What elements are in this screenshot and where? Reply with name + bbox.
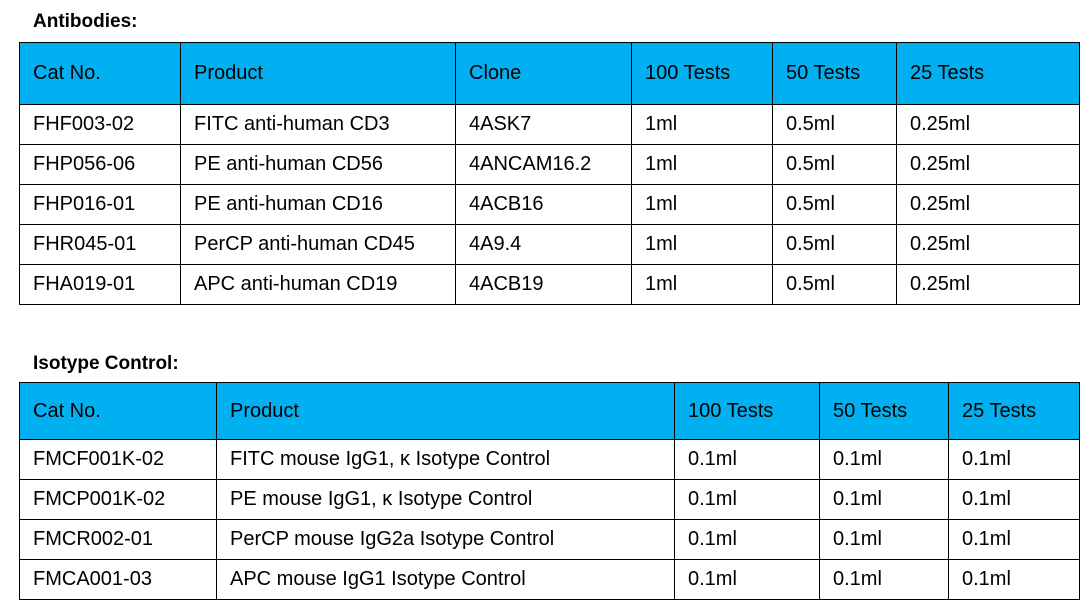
- header-cell: Cat No.: [19, 382, 217, 440]
- data-table: Cat No. Product Clone 100 Tests 50 Tests 25 T…: [19, 42, 1080, 305]
- header-cell: 100 Tests: [674, 382, 820, 440]
- table-cell: 1ml: [631, 264, 773, 305]
- table-cell: FMCA001-03: [19, 559, 217, 600]
- table-cell: FHR045-01: [19, 224, 181, 265]
- table-cell: 0.1ml: [948, 439, 1080, 480]
- table-cell: PerCP anti-human CD45: [180, 224, 456, 265]
- table-cell: 0.5ml: [772, 264, 897, 305]
- header-cell: Cat No.: [19, 42, 181, 105]
- header-row: Cat No. Product 100 Tests 50 Tests 25 Tests: [19, 382, 1080, 440]
- header-cell: 100 Tests: [631, 42, 773, 105]
- table-cell: 0.25ml: [896, 224, 1080, 265]
- table-cell: 0.1ml: [674, 519, 820, 560]
- table-cell: 0.5ml: [772, 224, 897, 265]
- header-cell: 50 Tests: [819, 382, 949, 440]
- table-cell: 1ml: [631, 104, 773, 145]
- table-cell: 0.5ml: [772, 104, 897, 145]
- table-row: FMCR002-01 PerCP mouse IgG2a Isotype Cont…: [19, 519, 1080, 560]
- table-cell: 4ASK7: [455, 104, 632, 145]
- table-row: FHR045-01 PerCP anti-human CD45 4A9.4 1ml 0.…: [19, 224, 1080, 265]
- table-cell: PE anti-human CD16: [180, 184, 456, 225]
- table-cell: 0.25ml: [896, 184, 1080, 225]
- table-cell: 4ACB19: [455, 264, 632, 305]
- table-cell: FHP056-06: [19, 144, 181, 185]
- table-cell: 0.25ml: [896, 104, 1080, 145]
- table-cell: FITC mouse IgG1, κ Isotype Control: [216, 439, 675, 480]
- header-cell: Product: [180, 42, 456, 105]
- section-title: Isotype Control:: [33, 353, 179, 374]
- table-cell: 0.1ml: [819, 559, 949, 600]
- header-row: Cat No. Product Clone 100 Tests 50 Tests 25 T…: [19, 42, 1080, 105]
- table-cell: FHA019-01: [19, 264, 181, 305]
- table-cell: 1ml: [631, 144, 773, 185]
- table-cell: FMCR002-01: [19, 519, 217, 560]
- table-cell: PerCP mouse IgG2a Isotype Control: [216, 519, 675, 560]
- header-cell: 50 Tests: [772, 42, 897, 105]
- table-cell: 1ml: [631, 184, 773, 225]
- table-cell: FHF003-02: [19, 104, 181, 145]
- table-cell: FITC anti-human CD3: [180, 104, 456, 145]
- table-row: FMCF001K-02 FITC mouse IgG1, κ Isotype Co…: [19, 439, 1080, 480]
- table-cell: 0.1ml: [948, 519, 1080, 560]
- table-cell: 0.1ml: [819, 439, 949, 480]
- table-cell: PE mouse IgG1, κ Isotype Control: [216, 479, 675, 520]
- table-cell: FHP016-01: [19, 184, 181, 225]
- data-table: Cat No. Product 100 Tests 50 Tests 25 Tests F…: [19, 382, 1080, 600]
- table-cell: FMCF001K-02: [19, 439, 217, 480]
- table-cell: 0.5ml: [772, 144, 897, 185]
- header-cell: Product: [216, 382, 675, 440]
- table-cell: APC mouse IgG1 Isotype Control: [216, 559, 675, 600]
- table-cell: 0.1ml: [819, 479, 949, 520]
- table-cell: 0.1ml: [948, 559, 1080, 600]
- table-cell: 0.1ml: [674, 439, 820, 480]
- table-row: FHP056-06 PE anti-human CD56 4ANCAM16.2 1ml…: [19, 144, 1080, 185]
- table-cell: 1ml: [631, 224, 773, 265]
- table-row: FMCP001K-02 PE mouse IgG1, κ Isotype Cont…: [19, 479, 1080, 520]
- table-cell: 0.1ml: [819, 519, 949, 560]
- table-cell: 4ANCAM16.2: [455, 144, 632, 185]
- table-row: FHP016-01 PE anti-human CD16 4ACB16 1ml 0.5m…: [19, 184, 1080, 225]
- table-cell: PE anti-human CD56: [180, 144, 456, 185]
- header-cell: Clone: [455, 42, 632, 105]
- table-cell: 4A9.4: [455, 224, 632, 265]
- table-cell: APC anti-human CD19: [180, 264, 456, 305]
- table-row: FHA019-01 APC anti-human CD19 4ACB19 1ml 0.5…: [19, 264, 1080, 305]
- table-cell: 0.1ml: [948, 479, 1080, 520]
- section-title: Antibodies:: [33, 11, 138, 32]
- table-cell: 0.1ml: [674, 559, 820, 600]
- table-cell: 0.1ml: [674, 479, 820, 520]
- table-cell: 0.25ml: [896, 264, 1080, 305]
- table-cell: 0.25ml: [896, 144, 1080, 185]
- table-cell: 0.5ml: [772, 184, 897, 225]
- header-cell: 25 Tests: [896, 42, 1080, 105]
- table-cell: FMCP001K-02: [19, 479, 217, 520]
- table-row: FHF003-02 FITC anti-human CD3 4ASK7 1ml 0.5m…: [19, 104, 1080, 145]
- table-cell: 4ACB16: [455, 184, 632, 225]
- table-row: FMCA001-03 APC mouse IgG1 Isotype Control…: [19, 559, 1080, 600]
- header-cell: 25 Tests: [948, 382, 1080, 440]
